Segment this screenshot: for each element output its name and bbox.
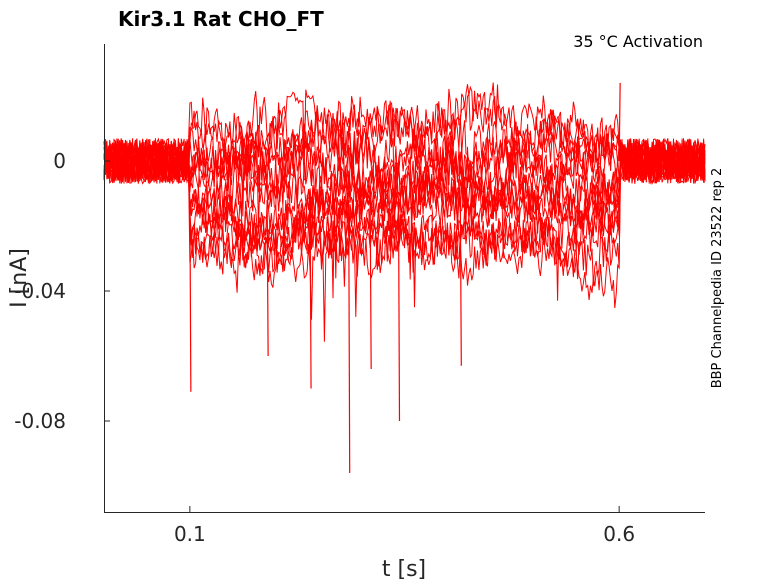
current-spike-1 (189, 199, 192, 392)
chart-subtitle: 35 °C Activation (573, 32, 703, 51)
current-spike-7 (459, 199, 462, 366)
current-spike-3 (309, 199, 312, 389)
y-ticks: 0 -0.04 -0.08 (14, 149, 110, 433)
y-tick-label: -0.08 (14, 409, 66, 433)
x-tick-label: 0.1 (174, 522, 206, 546)
plot-area (103, 44, 706, 513)
y-tick-label: 0 (53, 149, 66, 173)
current-spike-8 (618, 82, 621, 162)
current-spike-2 (266, 199, 269, 357)
x-tick-label: 0.6 (603, 522, 635, 546)
chart-title: Kir3.1 Rat CHO_FT (118, 7, 324, 31)
current-sweep-9 (103, 138, 706, 259)
current-spike-6 (397, 199, 401, 422)
current-spike-5 (369, 199, 372, 370)
current-sweep-14 (103, 138, 706, 288)
y-axis-label: I [nA] (7, 248, 32, 308)
x-axis-label: t [s] (382, 557, 426, 582)
current-sweep-16 (103, 138, 706, 342)
current-sweep-5 (103, 125, 706, 227)
current-spike-4 (348, 199, 351, 474)
channelpedia-id-label: BBP Channelpedia ID 23522 rep 2 (710, 168, 725, 389)
traces (103, 82, 706, 474)
y-tick-label: -0.04 (14, 279, 66, 303)
x-ticks: 0.1 0.6 (174, 506, 635, 546)
current-sweep-15 (103, 137, 706, 320)
current-sweep-8 (103, 138, 706, 221)
